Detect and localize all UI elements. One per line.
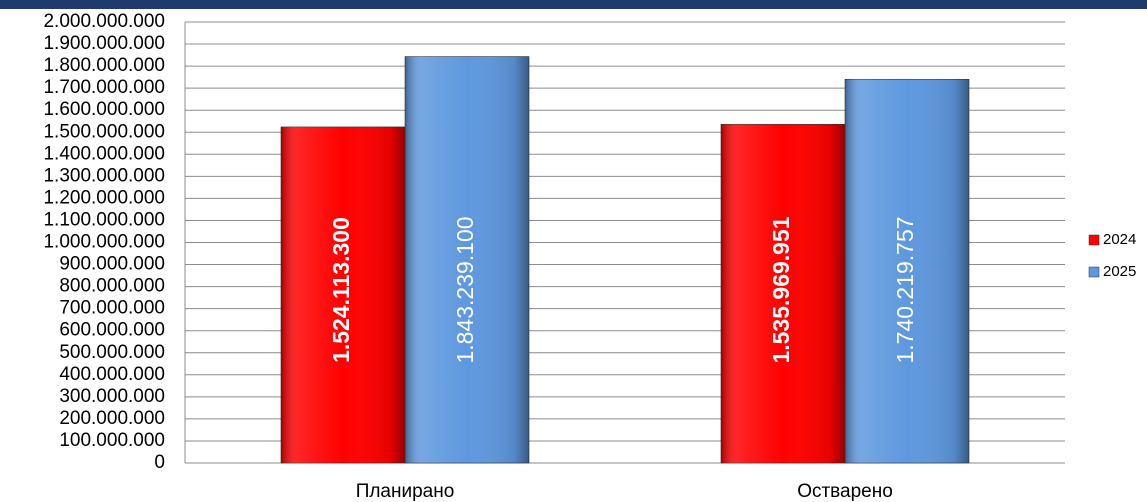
y-tick-label: 0 bbox=[154, 452, 165, 473]
value-label: 1.524.113.300 bbox=[328, 217, 354, 363]
y-tick-label: 1.000.000.000 bbox=[43, 232, 165, 253]
y-tick-label: 1.100.000.000 bbox=[43, 209, 165, 230]
y-tick-label: 200.000.000 bbox=[59, 408, 165, 429]
y-tick-label: 1.800.000.000 bbox=[43, 55, 165, 76]
y-tick-label: 1.700.000.000 bbox=[43, 77, 165, 98]
bar-shade bbox=[405, 56, 529, 464]
y-tick-label: 1.600.000.000 bbox=[43, 99, 165, 120]
y-tick-label: 500.000.000 bbox=[59, 342, 165, 363]
y-tick-label: 1.200.000.000 bbox=[43, 187, 165, 208]
bar-shade bbox=[281, 126, 405, 463]
legend-swatch bbox=[1088, 234, 1100, 246]
top-strip bbox=[0, 0, 1147, 9]
y-tick-label: 1.400.000.000 bbox=[43, 143, 165, 164]
legend-swatch bbox=[1088, 266, 1100, 278]
x-tick-label: Планирано bbox=[356, 481, 455, 502]
legend-label: 2024 bbox=[1103, 231, 1136, 248]
y-tick-label: 800.000.000 bbox=[59, 276, 165, 297]
y-tick-label: 2.000.000.000 bbox=[43, 11, 165, 32]
value-label: 1.843.239.100 bbox=[452, 216, 478, 363]
y-tick-label: 700.000.000 bbox=[59, 298, 165, 319]
value-label: 1.740.219.757 bbox=[892, 216, 918, 363]
y-tick-label: 1.300.000.000 bbox=[43, 165, 165, 186]
y-tick-label: 1.900.000.000 bbox=[43, 33, 165, 54]
y-tick-label: 600.000.000 bbox=[59, 320, 165, 341]
x-tick-label: Остварено bbox=[797, 481, 893, 502]
y-tick-label: 300.000.000 bbox=[59, 386, 165, 407]
bar-shade bbox=[845, 79, 969, 463]
y-tick-label: 900.000.000 bbox=[59, 254, 165, 275]
y-tick-label: 1.500.000.000 bbox=[43, 121, 165, 142]
legend-label: 2025 bbox=[1103, 263, 1136, 280]
y-tick-label: 100.000.000 bbox=[59, 430, 165, 451]
bar-shade bbox=[721, 124, 845, 463]
value-label: 1.535.969.951 bbox=[768, 216, 794, 363]
y-tick-label: 400.000.000 bbox=[59, 364, 165, 385]
